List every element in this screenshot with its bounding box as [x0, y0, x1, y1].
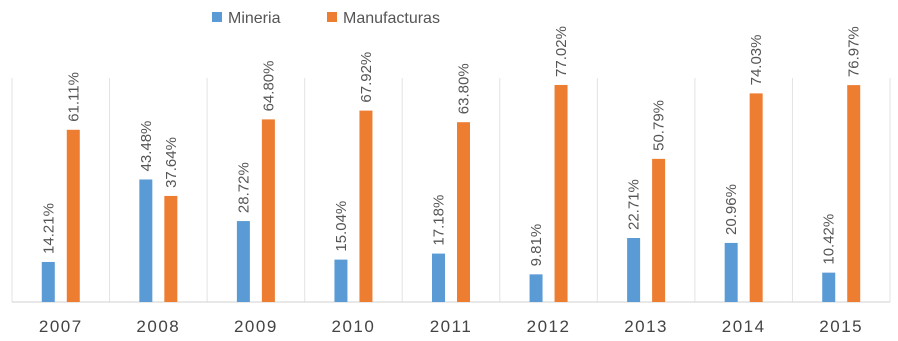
legend-swatch-manufacturas: [327, 12, 337, 22]
data-label-manufacturas-2012: 77.02%: [553, 26, 570, 77]
bar-mineria-2013: [627, 238, 641, 302]
legend-swatch-mineria: [212, 12, 222, 22]
data-label-manufacturas-2011: 63.80%: [456, 63, 473, 114]
data-label-mineria-2012: 9.81%: [528, 224, 545, 267]
bar-mineria-2012: [529, 274, 543, 302]
bar-manufacturas-2009: [261, 119, 275, 302]
x-tick-label-2011: 2011: [430, 317, 473, 336]
data-label-mineria-2009: 28.72%: [235, 162, 252, 213]
data-label-manufacturas-2014: 74.03%: [748, 35, 765, 86]
data-label-manufacturas-2007: 61.11%: [65, 72, 82, 122]
bar-mineria-2008: [139, 179, 153, 302]
bar-mineria-2015: [822, 272, 836, 302]
x-tick-label-2010: 2010: [332, 317, 376, 336]
bar-manufacturas-2008: [164, 195, 178, 302]
x-tick-label-2009: 2009: [234, 317, 278, 336]
data-label-mineria-2011: 17.18%: [431, 195, 448, 246]
bar-mineria-2009: [236, 221, 250, 302]
data-label-mineria-2015: 10.42%: [821, 214, 838, 265]
x-tick-label-2015: 2015: [819, 317, 863, 336]
data-label-mineria-2014: 20.96%: [723, 184, 740, 235]
data-label-manufacturas-2010: 67.92%: [358, 52, 375, 103]
x-tick-label-2007: 2007: [39, 317, 83, 336]
legend-label-manufacturas: Manufacturas: [343, 10, 440, 27]
x-tick-label-2012: 2012: [527, 317, 571, 336]
bar-mineria-2007: [41, 261, 55, 302]
x-tick-label-2008: 2008: [136, 317, 180, 336]
legend-label-mineria: Mineria: [228, 10, 281, 27]
legend: Mineria Manufacturas: [212, 10, 440, 27]
data-label-mineria-2007: 14.21%: [40, 203, 57, 254]
bar-manufacturas-2010: [359, 110, 373, 302]
data-label-manufacturas-2015: 76.97%: [846, 26, 863, 77]
bars-group: [41, 84, 861, 303]
data-label-mineria-2010: 15.04%: [333, 201, 350, 252]
data-label-mineria-2008: 43.48%: [138, 121, 155, 172]
bar-manufacturas-2012: [554, 84, 568, 302]
bar-manufacturas-2011: [457, 122, 470, 302]
bar-mineria-2011: [432, 253, 445, 302]
data-label-manufacturas-2008: 37.64%: [163, 137, 180, 188]
x-tick-label-2013: 2013: [624, 317, 668, 336]
bar-manufacturas-2013: [652, 158, 666, 302]
category-separators: [11, 78, 891, 302]
data-label-manufacturas-2013: 50.79%: [651, 100, 668, 151]
x-tick-labels-group: 2007 2008 2009 2010 2011 2012 2013 2014 2015: [39, 317, 863, 336]
bar-manufacturas-2007: [66, 129, 80, 302]
bar-manufacturas-2014: [749, 93, 763, 303]
bar-manufacturas-2015: [847, 85, 861, 302]
data-label-manufacturas-2009: 64.80%: [260, 61, 277, 112]
data-label-mineria-2013: 22.71%: [626, 179, 643, 230]
x-tick-label-2014: 2014: [722, 317, 766, 336]
bar-mineria-2010: [334, 259, 348, 302]
data-labels-group: 14.21% 61.11% 43.48% 37.64% 28.72% 64.80% 15.0…: [40, 26, 862, 266]
bar-mineria-2014: [724, 242, 738, 302]
